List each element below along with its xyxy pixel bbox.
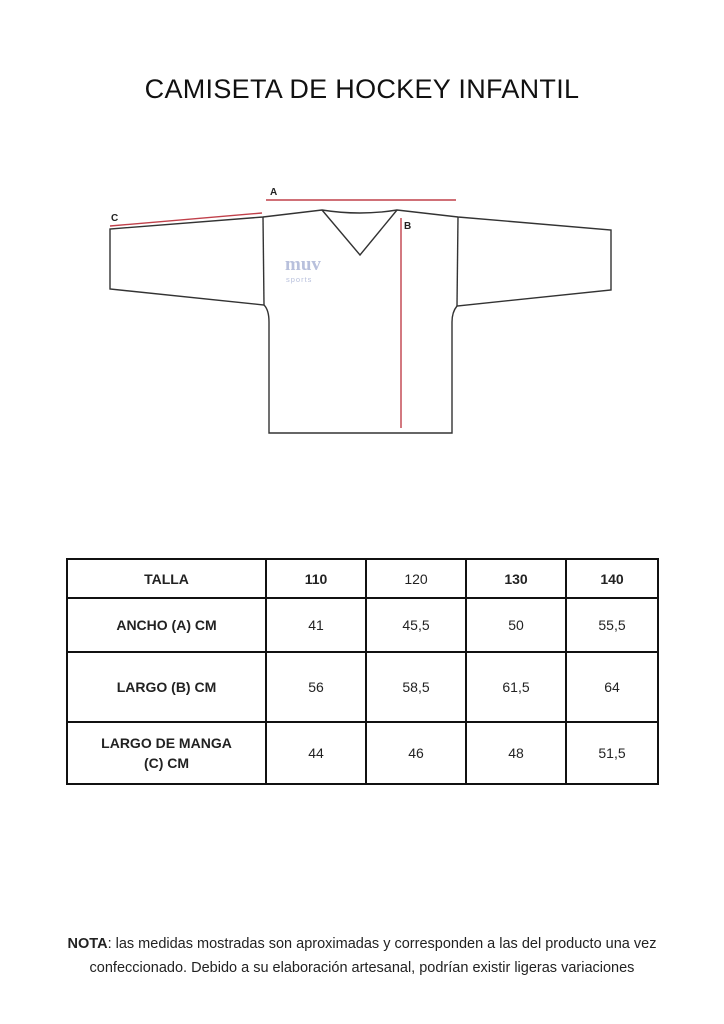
row-label: ANCHO (A) CM xyxy=(66,597,267,653)
jersey-outline xyxy=(109,209,612,434)
cell: 46 xyxy=(365,721,467,785)
page-title: CAMISETA DE HOCKEY INFANTIL xyxy=(144,74,580,104)
table-header-row: TALLA 110 120 130 140 xyxy=(66,558,659,599)
jersey-diagram: A C B muv sports xyxy=(109,187,612,434)
size-table: TALLA 110 120 130 140 ANCHO (A) CM 41 45… xyxy=(66,558,659,785)
header-cell: 110 xyxy=(265,558,367,599)
note-text: : las medidas mostradas son aproximadas … xyxy=(89,936,657,976)
table-row: LARGO (B) CM 56 58,5 61,5 64 xyxy=(66,651,659,723)
row-label: LARGO DE MANGA (C) CM xyxy=(66,721,267,785)
header-cell: TALLA xyxy=(66,558,267,599)
header-cell: 130 xyxy=(465,558,567,599)
logo-main: muv xyxy=(285,254,321,275)
table-row: ANCHO (A) CM 41 45,5 50 55,5 xyxy=(66,597,659,653)
logo-sub: sports xyxy=(286,275,312,284)
brand-logo: muv sports xyxy=(285,254,321,284)
cell: 45,5 xyxy=(365,597,467,653)
cell: 48 xyxy=(465,721,567,785)
header-cell: 120 xyxy=(365,558,467,599)
measure-lines xyxy=(109,199,456,428)
label-c: C xyxy=(111,213,118,224)
note: NOTA: las medidas mostradas son aproxima… xyxy=(30,932,694,980)
row-label: LARGO (B) CM xyxy=(66,651,267,723)
note-prefix: NOTA xyxy=(67,936,108,952)
cell: 55,5 xyxy=(565,597,659,653)
cell: 61,5 xyxy=(465,651,567,723)
measure-line-c xyxy=(109,212,263,227)
cell: 56 xyxy=(265,651,367,723)
label-a: A xyxy=(270,187,277,198)
cell: 41 xyxy=(265,597,367,653)
cell: 58,5 xyxy=(365,651,467,723)
table-row: LARGO DE MANGA (C) CM 44 46 48 51,5 xyxy=(66,721,659,785)
label-b: B xyxy=(404,221,411,232)
cell: 64 xyxy=(565,651,659,723)
cell: 51,5 xyxy=(565,721,659,785)
cell: 44 xyxy=(265,721,367,785)
cell: 50 xyxy=(465,597,567,653)
header-cell: 140 xyxy=(565,558,659,599)
